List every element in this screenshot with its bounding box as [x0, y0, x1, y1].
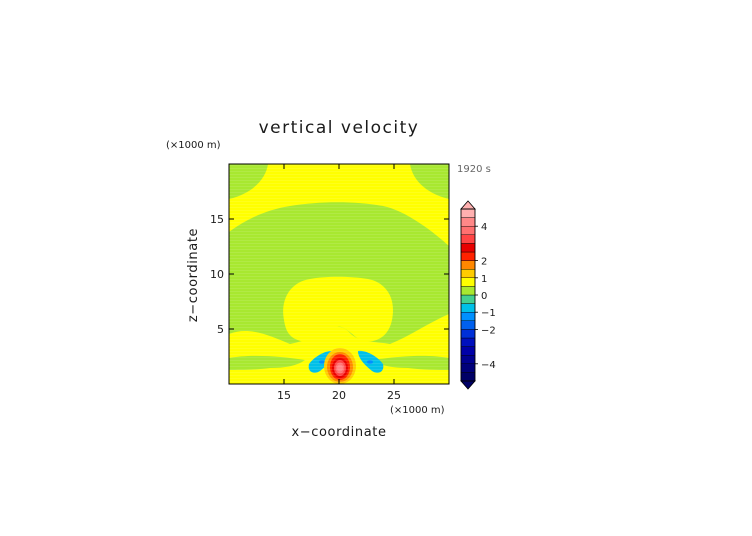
colorbar-tick-label: −2 — [481, 325, 496, 336]
time-label: 1920 s — [457, 164, 491, 175]
colorbar-tick-label: −4 — [481, 360, 496, 371]
y-tick-label: 15 — [210, 213, 224, 226]
colorbar-tick-label: 0 — [481, 291, 487, 302]
colorbar-swatch — [460, 337, 476, 347]
colorbar-swatch — [460, 312, 476, 322]
y-tick-label: 5 — [217, 323, 224, 336]
colorbar-swatch — [460, 269, 476, 279]
colorbar-swatch — [460, 320, 476, 330]
colorbar-swatch — [460, 372, 476, 382]
colorbar-swatch — [460, 355, 476, 365]
colorbar-bottom-arrow — [460, 380, 476, 390]
colorbar-swatch — [460, 294, 476, 304]
colorbar-swatch — [460, 251, 476, 261]
colorbar-swatch — [460, 286, 476, 296]
x-axis: 15 20 25 — [277, 164, 401, 402]
x-unit-label: (×1000 m) — [390, 405, 445, 416]
x-tick-label: 25 — [387, 389, 401, 402]
y-tick-label: 10 — [210, 268, 224, 281]
x-axis-title: x−coordinate — [291, 425, 386, 440]
colorbar-tick-label: 1 — [481, 274, 487, 285]
colorbar-top-arrow — [460, 200, 476, 210]
colorbar-swatch — [460, 234, 476, 244]
colorbar-swatch — [460, 329, 476, 339]
colorbar-tick-label: −1 — [481, 308, 496, 319]
colorbar-swatch — [460, 217, 476, 227]
colorbar-swatch — [460, 277, 476, 287]
colorbar-swatch — [460, 260, 476, 270]
raster-texture — [229, 164, 449, 384]
colorbar-tick-label: 2 — [481, 257, 487, 268]
chart-title: vertical velocity — [259, 118, 420, 138]
colorbar-tick-label: 4 — [481, 222, 487, 233]
y-axis: 5 10 15 — [210, 213, 449, 336]
colorbar-swatch — [460, 243, 476, 253]
colorbar-swatch — [460, 363, 476, 373]
plot-area — [229, 164, 449, 384]
colorbar-swatch — [460, 346, 476, 356]
colorbar-swatch — [460, 225, 476, 235]
x-tick-label: 20 — [332, 389, 346, 402]
colorbar-swatch — [460, 303, 476, 313]
y-axis-title: z−coordinate — [186, 228, 201, 322]
y-unit-label: (×1000 m) — [166, 140, 221, 151]
colorbar: 4 2 1 0 −1 −2 −4 — [460, 200, 496, 390]
x-tick-label: 15 — [277, 389, 291, 402]
colorbar-swatch — [460, 208, 476, 218]
